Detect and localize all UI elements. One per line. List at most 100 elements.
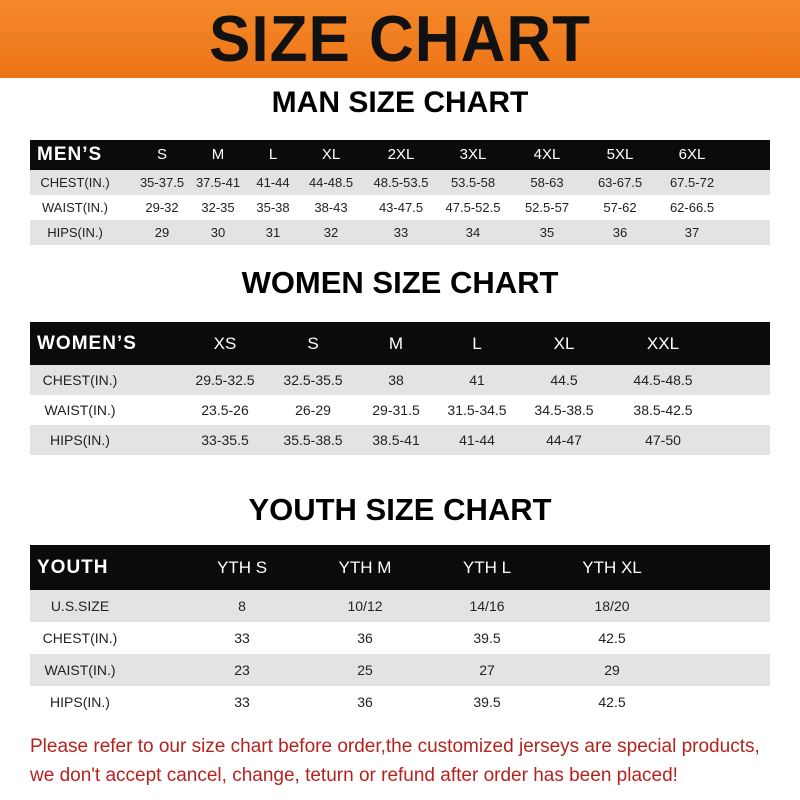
table-row: HIPS(IN.) 33 36 39.5 42.5 <box>30 686 770 718</box>
table-cell: 38-43 <box>314 199 348 215</box>
table-cell: 25 <box>357 661 373 678</box>
size-column-header: XS <box>213 333 237 353</box>
size-column-header: S <box>307 333 319 353</box>
size-column-header: XL <box>553 333 575 353</box>
table-cell: 33-35.5 <box>201 431 249 448</box>
table-cell: 35.5-38.5 <box>283 431 343 448</box>
table-cell: 23 <box>234 661 250 678</box>
table-cell: 47.5-52.5 <box>445 199 501 215</box>
table-cell: 31 <box>265 224 281 240</box>
table-cell: 38.5-41 <box>372 431 420 448</box>
table-row: WAIST(IN.) 29-32 32-35 35-38 38-43 43-47.5 47.… <box>30 195 770 220</box>
table-cell: 33 <box>234 629 250 646</box>
table-cell: 44.5 <box>550 371 578 388</box>
table-cell: 47-50 <box>645 431 681 448</box>
table-cell: 62-66.5 <box>669 199 715 215</box>
table-row: WAIST(IN.) 23.5-26 26-29 29-31.5 31.5-34.5 34… <box>30 395 770 425</box>
table-cell: 29-32 <box>145 199 179 215</box>
table-cell: 10/12 <box>347 597 383 614</box>
size-column-header: L <box>268 146 278 163</box>
table-row: U.S.SIZE 8 10/12 14/16 18/20 <box>30 590 770 622</box>
table-cell: 42.5 <box>598 693 626 710</box>
women-section-title: WOMEN SIZE CHART <box>241 265 559 300</box>
size-column-header: 3XL <box>459 146 487 163</box>
table-row: HIPS(IN.) 29 30 31 32 33 34 35 36 37 <box>30 220 770 245</box>
size-column-header: M <box>211 146 225 163</box>
table-cell: 52.5-57 <box>524 199 570 215</box>
size-column-header: 4XL <box>533 146 561 163</box>
table-cell: 67.5-72 <box>669 174 715 190</box>
table-cell: 31.5-34.5 <box>447 401 507 418</box>
table-cell: 8 <box>238 597 246 614</box>
row-label: CHEST(IN.) <box>42 629 118 646</box>
table-cell: 23.5-26 <box>201 401 249 418</box>
table-cell: 58-63 <box>530 174 564 190</box>
row-label: WAIST(IN.) <box>44 401 116 418</box>
table-cell: 32 <box>323 224 339 240</box>
men-section-title: MAN SIZE CHART <box>271 86 529 119</box>
size-column-header: XXL <box>646 333 680 353</box>
row-label: U.S.SIZE <box>50 597 110 614</box>
table-cell: 26-29 <box>295 401 331 418</box>
row-label: HIPS(IN.) <box>50 431 110 448</box>
table-cell: 29 <box>154 224 170 240</box>
size-column-header: S <box>156 146 168 163</box>
table-row: CHEST(IN.) 33 36 39.5 42.5 <box>30 622 770 654</box>
table-cell: 29-31.5 <box>372 401 420 418</box>
table-row: CHEST(IN.) 29.5-32.5 32.5-35.5 38 41 44.5 44.5… <box>30 365 770 395</box>
page-title: SIZE CHART <box>209 3 591 76</box>
table-cell: 34.5-38.5 <box>534 401 594 418</box>
table-cell: 53.5-58 <box>450 174 496 190</box>
table-cell: 29.5-32.5 <box>195 371 255 388</box>
table-cell: 29 <box>604 661 620 678</box>
order-note-line-1: Please refer to our size chart before or… <box>30 736 760 757</box>
size-column-header: YTH XL <box>582 557 642 577</box>
youth-section-title: YOUTH SIZE CHART <box>248 492 552 527</box>
size-column-header: 6XL <box>678 146 706 163</box>
row-label: CHEST(IN.) <box>42 371 118 388</box>
table-cell: 33 <box>234 693 250 710</box>
row-label: HIPS(IN.) <box>47 224 103 240</box>
header-label: WOMEN’S <box>37 332 137 354</box>
table-cell: 41-44 <box>256 174 290 190</box>
table-cell: 37.5-41 <box>195 174 241 190</box>
header-label: YOUTH <box>37 556 109 578</box>
table-cell: 63-67.5 <box>597 174 643 190</box>
table-cell: 48.5-53.5 <box>373 174 429 190</box>
table-cell: 35-37.5 <box>139 174 185 190</box>
size-column-header: M <box>388 333 404 353</box>
table-cell: 44-47 <box>546 431 582 448</box>
table-cell: 43-47.5 <box>378 199 424 215</box>
order-note-line-2: we don't accept cancel, change, teturn o… <box>30 765 678 786</box>
header-label: MEN’S <box>37 144 103 165</box>
row-label: CHEST(IN.) <box>40 174 110 190</box>
size-column-header: 2XL <box>387 146 415 163</box>
table-row: WAIST(IN.) 23 25 27 29 <box>30 654 770 686</box>
size-column-header: YTH M <box>338 557 392 577</box>
table-cell: 39.5 <box>473 693 501 710</box>
table-cell: 41 <box>469 371 485 388</box>
table-cell: 57-62 <box>603 199 637 215</box>
table-cell: 35 <box>539 224 555 240</box>
table-cell: 37 <box>684 224 700 240</box>
table-row: CHEST(IN.) 35-37.5 37.5-41 41-44 44-48.5 48.5… <box>30 170 770 195</box>
table-cell: 38 <box>388 371 404 388</box>
table-cell: 33 <box>393 224 409 240</box>
table-header-row: WOMEN’S XS S M L XL XXL <box>30 322 770 365</box>
row-label: HIPS(IN.) <box>50 693 110 710</box>
table-header-row: MEN’S S M L XL 2XL 3XL 4XL 5XL 6XL <box>30 140 770 170</box>
table-cell: 42.5 <box>598 629 626 646</box>
table-cell: 36 <box>612 224 628 240</box>
table-cell: 36 <box>357 629 373 646</box>
row-label: WAIST(IN.) <box>44 661 116 678</box>
table-cell: 41-44 <box>459 431 495 448</box>
table-cell: 38.5-42.5 <box>633 401 693 418</box>
table-cell: 36 <box>357 693 373 710</box>
size-column-header: L <box>472 333 482 353</box>
row-label: WAIST(IN.) <box>42 199 108 215</box>
table-cell: 44-48.5 <box>308 174 354 190</box>
table-cell: 14/16 <box>469 597 505 614</box>
table-cell: 39.5 <box>473 629 501 646</box>
size-column-header: YTH S <box>216 557 268 577</box>
table-cell: 32-35 <box>201 199 235 215</box>
